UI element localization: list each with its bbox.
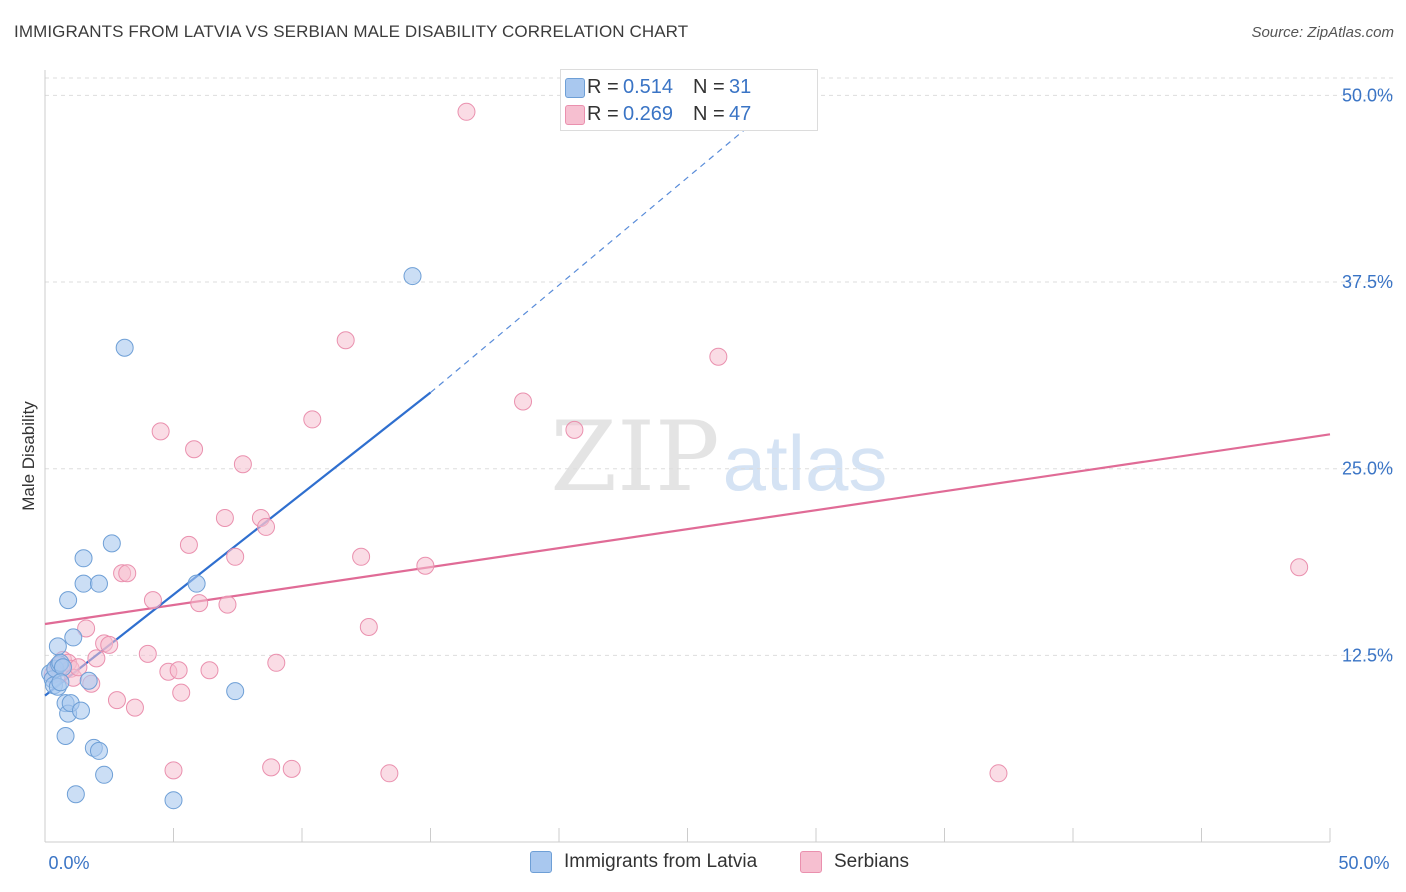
- legend-swatch-latvia: [565, 78, 585, 98]
- n-value: 47: [729, 102, 752, 125]
- trend-lines: [44, 69, 1331, 697]
- data-point-latvia: [79, 671, 98, 690]
- y-tick-label: 12.5%: [1342, 645, 1393, 665]
- data-point-serbians: [416, 556, 435, 575]
- y-tick-label: 50.0%: [1342, 85, 1393, 105]
- data-point-latvia: [48, 637, 67, 656]
- data-point-serbians: [169, 661, 188, 680]
- trend-line-serbians: [44, 433, 1331, 626]
- data-point-serbians: [151, 422, 170, 441]
- data-point-latvia: [89, 574, 108, 593]
- data-point-serbians: [100, 635, 119, 654]
- data-point-serbians: [164, 761, 183, 780]
- data-point-serbians: [190, 594, 209, 613]
- data-point-serbians: [125, 698, 144, 717]
- data-point-latvia: [115, 338, 134, 357]
- data-point-latvia: [89, 741, 108, 760]
- data-point-latvia: [226, 682, 245, 701]
- data-point-latvia: [53, 658, 72, 677]
- data-point-latvia: [71, 701, 90, 720]
- data-point-serbians: [709, 347, 728, 366]
- y-tick-label: 37.5%: [1342, 272, 1393, 292]
- data-points: [41, 102, 1309, 810]
- n-value: 31: [729, 75, 752, 98]
- x-tick-label: 50.0%: [1338, 853, 1389, 873]
- data-point-latvia: [74, 574, 93, 593]
- n-label: N =: [693, 75, 725, 98]
- data-point-serbians: [380, 764, 399, 783]
- data-point-latvia: [102, 534, 121, 553]
- data-point-latvia: [51, 673, 70, 692]
- data-point-serbians: [215, 508, 234, 527]
- data-point-serbians: [185, 440, 204, 459]
- data-point-serbians: [267, 653, 286, 672]
- y-axis-label: Male Disability: [19, 401, 38, 511]
- data-point-serbians: [1290, 558, 1309, 577]
- legend-item-serbians[interactable]: Serbians: [800, 851, 909, 873]
- series-legend: Immigrants from Latvia Serbians: [0, 851, 1406, 877]
- data-point-latvia: [403, 267, 422, 286]
- legend-label-latvia: Immigrants from Latvia: [564, 851, 758, 872]
- data-point-serbians: [565, 420, 584, 439]
- source-label: Source: ZipAtlas.com: [1251, 24, 1394, 41]
- correlation-legend: R = 0.514 N = 31 R = 0.269 N = 47: [560, 69, 818, 131]
- data-point-serbians: [257, 517, 276, 536]
- data-point-serbians: [514, 392, 533, 411]
- data-point-latvia: [56, 726, 75, 745]
- legend-row-serbians: R = 0.269 N = 47: [565, 102, 752, 126]
- data-point-serbians: [77, 619, 96, 638]
- tick-labels: 12.5% 25.0% 37.5% 50.0% 0.0% 50.0%: [48, 85, 1393, 873]
- legend-swatch-latvia: [530, 851, 552, 873]
- data-point-serbians: [336, 331, 355, 350]
- data-point-serbians: [107, 691, 126, 710]
- legend-swatch-serbians: [800, 851, 822, 873]
- data-point-latvia: [74, 549, 93, 568]
- data-point-serbians: [87, 649, 106, 668]
- data-point-serbians: [179, 535, 198, 554]
- data-point-serbians: [143, 591, 162, 610]
- axes: [44, 70, 1331, 843]
- data-point-serbians: [172, 683, 191, 702]
- chart-title: IMMIGRANTS FROM LATVIA VS SERBIAN MALE D…: [14, 22, 689, 41]
- data-point-serbians: [200, 661, 219, 680]
- n-label: N =: [693, 102, 725, 125]
- data-point-latvia: [66, 785, 85, 804]
- watermark-atlas: atlas: [723, 419, 888, 507]
- data-point-latvia: [95, 765, 114, 784]
- x-tick-label: 0.0%: [48, 853, 89, 873]
- legend-row-latvia: R = 0.514 N = 31: [565, 75, 752, 99]
- y-tick-label: 25.0%: [1342, 459, 1393, 479]
- gridlines: [45, 77, 1395, 656]
- data-point-serbians: [352, 547, 371, 566]
- data-point-serbians: [118, 564, 137, 583]
- r-value: 0.269: [623, 102, 674, 125]
- data-point-serbians: [218, 595, 237, 614]
- data-point-serbians: [262, 758, 281, 777]
- legend-item-latvia[interactable]: Immigrants from Latvia: [530, 851, 757, 873]
- r-label: R =: [587, 75, 619, 98]
- data-point-serbians: [282, 759, 301, 778]
- data-point-latvia: [59, 591, 78, 610]
- data-point-serbians: [303, 410, 322, 429]
- data-point-latvia: [187, 574, 206, 593]
- legend-label-serbians: Serbians: [834, 851, 909, 872]
- watermark-zip: ZIP: [550, 401, 719, 513]
- data-point-serbians: [359, 617, 378, 636]
- data-point-serbians: [138, 644, 157, 663]
- data-point-latvia: [64, 628, 83, 647]
- data-point-serbians: [989, 764, 1008, 783]
- r-label: R =: [587, 102, 619, 125]
- r-value: 0.514: [623, 75, 674, 98]
- legend-swatch-serbians: [565, 105, 585, 125]
- data-point-serbians: [226, 547, 245, 566]
- data-point-latvia: [164, 791, 183, 810]
- data-point-serbians: [233, 455, 252, 474]
- data-point-serbians: [457, 102, 476, 121]
